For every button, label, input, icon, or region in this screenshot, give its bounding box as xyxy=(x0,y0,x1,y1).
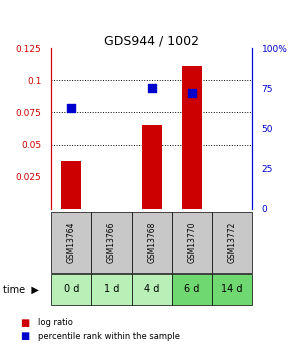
Text: 14 d: 14 d xyxy=(221,285,243,294)
Text: ■: ■ xyxy=(21,332,30,341)
Point xyxy=(69,105,74,110)
Bar xyxy=(61,161,81,209)
Title: GDS944 / 1002: GDS944 / 1002 xyxy=(104,34,199,47)
Text: 1 d: 1 d xyxy=(104,285,119,294)
Text: GSM13766: GSM13766 xyxy=(107,221,116,263)
Bar xyxy=(182,66,202,209)
Text: GSM13772: GSM13772 xyxy=(227,222,236,263)
Text: percentile rank within the sample: percentile rank within the sample xyxy=(38,332,180,341)
Point xyxy=(190,90,194,96)
Text: 4 d: 4 d xyxy=(144,285,159,294)
Text: GSM13770: GSM13770 xyxy=(187,221,196,263)
Text: log ratio: log ratio xyxy=(38,318,73,327)
Bar xyxy=(142,125,162,209)
Text: ■: ■ xyxy=(21,318,30,327)
Text: GSM13768: GSM13768 xyxy=(147,222,156,263)
Text: GSM13764: GSM13764 xyxy=(67,221,76,263)
Point xyxy=(149,86,154,91)
Text: 6 d: 6 d xyxy=(184,285,200,294)
Text: time  ▶: time ▶ xyxy=(3,285,39,294)
Text: 0 d: 0 d xyxy=(64,285,79,294)
